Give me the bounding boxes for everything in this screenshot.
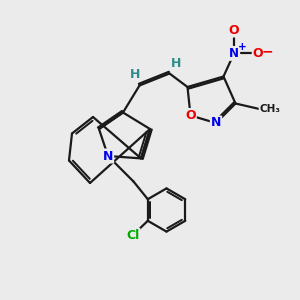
Text: O: O	[185, 109, 196, 122]
Text: N: N	[211, 116, 221, 130]
Text: +: +	[238, 42, 247, 52]
Text: O: O	[253, 47, 263, 60]
Text: CH₃: CH₃	[260, 104, 280, 115]
Text: N: N	[229, 47, 239, 60]
Text: H: H	[171, 56, 181, 70]
Text: N: N	[103, 149, 113, 163]
Text: Cl: Cl	[126, 229, 140, 242]
Text: H: H	[130, 68, 140, 81]
Text: −: −	[261, 44, 273, 58]
Text: O: O	[229, 23, 239, 37]
